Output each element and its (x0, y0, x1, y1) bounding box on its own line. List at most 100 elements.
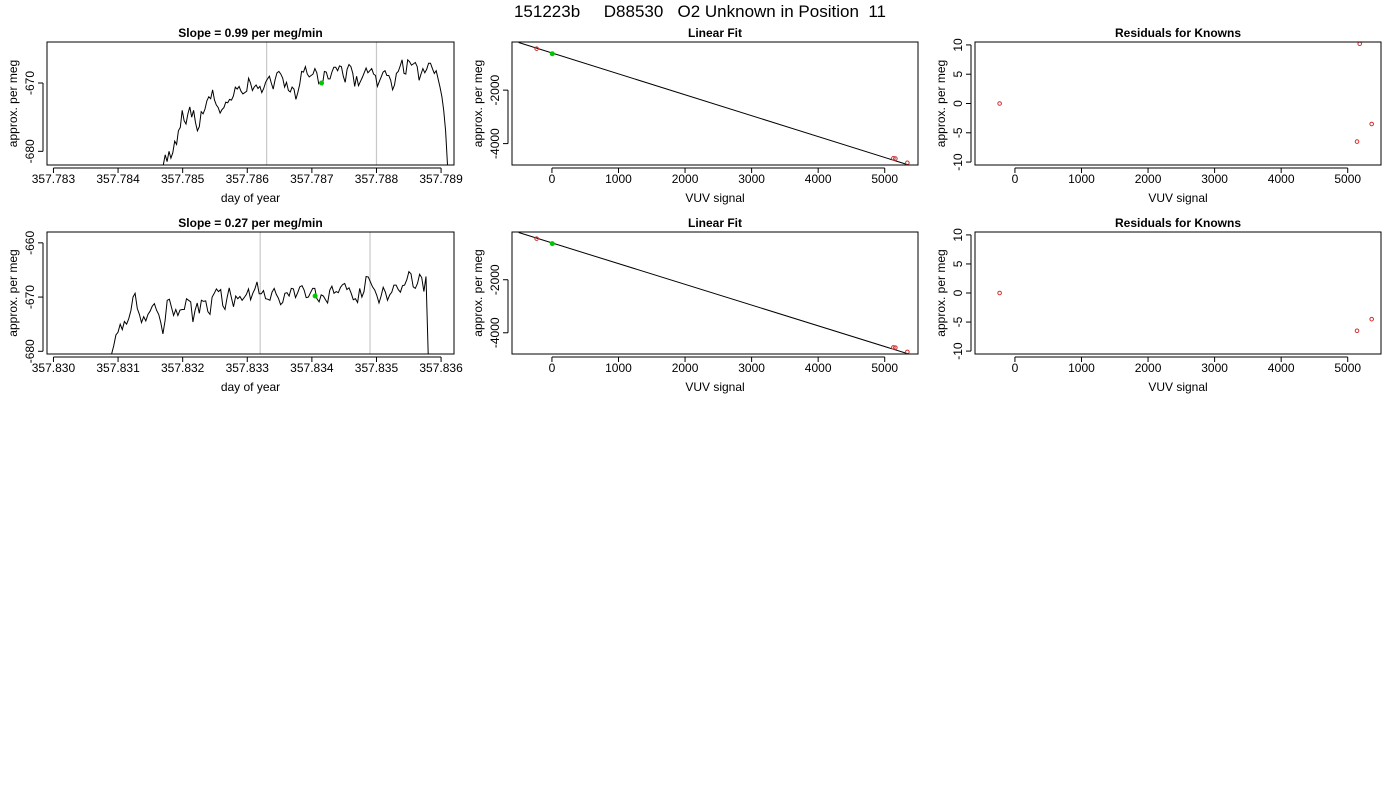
data-point (1354, 328, 1360, 334)
plot-title: Slope = 0.27 per meg/min (178, 216, 322, 230)
x-tick-label: 2000 (1135, 172, 1162, 186)
plot-panel-p6: Residuals for Knowns 0 1000 2000 3000 4000 500… (934, 216, 1382, 394)
y-tick-label: -4000 (488, 128, 502, 159)
y-tick-label: -2000 (488, 264, 502, 295)
x-tick-label: 3000 (1201, 361, 1228, 375)
data-point (534, 46, 539, 51)
data-layer (518, 42, 910, 165)
data-point (1357, 42, 1363, 47)
data-point (893, 156, 898, 161)
data-point (1369, 316, 1374, 322)
y-axis-label: approx. per meg (471, 60, 485, 147)
x-tick-label: 357.787 (290, 172, 334, 186)
x-tick-label: 1000 (1068, 361, 1095, 375)
x-axis-label: day of year (221, 191, 280, 205)
data-point (549, 241, 555, 247)
x-tick-label: 357.833 (226, 361, 270, 375)
page-title: 151223b D88530 O2 Unknown in Position 11 (513, 2, 887, 21)
x-tick-label: 5000 (1334, 361, 1361, 375)
fit-line (518, 232, 909, 354)
plot-panel-p4: Slope = 0.27 per meg/min 357.830 357.831 35… (6, 216, 463, 394)
x-tick-label: 5000 (871, 361, 898, 375)
x-tick-label: 5000 (1334, 172, 1361, 186)
data-point (1354, 139, 1360, 144)
x-tick-label: 0 (1012, 361, 1019, 375)
x-axis-label: day of year (221, 380, 280, 394)
x-tick-label: 357.789 (419, 172, 463, 186)
x-axis-label: VUV signal (685, 380, 744, 394)
y-axis-label: approx. per meg (6, 60, 20, 147)
data-point (1369, 121, 1374, 127)
x-tick-label: 4000 (1268, 172, 1295, 186)
plot-title: Residuals for Knowns (1115, 26, 1241, 40)
y-tick-label: 0 (951, 289, 965, 296)
x-tick-label: 357.834 (290, 361, 334, 375)
plot-title: Linear Fit (688, 26, 742, 40)
x-axis-label: VUV signal (1148, 380, 1207, 394)
y-tick-label: -5 (951, 127, 965, 138)
y-tick-label: -10 (951, 153, 965, 171)
plot-title: Residuals for Knowns (1115, 216, 1241, 230)
plot-title: Linear Fit (688, 216, 742, 230)
x-tick-label: 0 (549, 361, 556, 375)
x-tick-label: 4000 (805, 172, 832, 186)
data-layer (162, 58, 448, 165)
x-tick-label: 0 (1012, 172, 1019, 186)
y-tick-label: 0 (951, 100, 965, 107)
y-tick-label: 10 (951, 228, 965, 242)
x-axis-label: VUV signal (685, 191, 744, 205)
x-tick-label: 357.832 (161, 361, 205, 375)
x-tick-label: 357.785 (161, 172, 205, 186)
x-tick-label: 1000 (1068, 172, 1095, 186)
data-point (891, 345, 896, 350)
data-layer (111, 270, 429, 354)
data-point (891, 156, 896, 161)
data-layer (997, 42, 1374, 144)
y-tick-label: -4000 (488, 317, 502, 348)
x-tick-label: 2000 (1135, 361, 1162, 375)
x-tick-label: 2000 (672, 172, 699, 186)
fit-line (518, 42, 909, 165)
x-tick-label: 3000 (1201, 172, 1228, 186)
x-tick-label: 357.788 (355, 172, 399, 186)
plot-frame (974, 231, 1382, 355)
x-tick-label: 357.786 (226, 172, 270, 186)
y-axis-label: approx. per meg (934, 249, 948, 336)
y-tick-label: -10 (951, 342, 965, 360)
y-tick-label: 5 (951, 71, 965, 78)
data-point (319, 80, 325, 86)
x-tick-label: 0 (549, 172, 556, 186)
x-tick-label: 4000 (1268, 361, 1295, 375)
data-point (312, 293, 318, 299)
x-tick-label: 5000 (871, 172, 898, 186)
y-axis-label: approx. per meg (934, 60, 948, 147)
plot-frame (974, 41, 1382, 166)
x-tick-label: 1000 (605, 361, 632, 375)
x-tick-label: 357.784 (96, 172, 140, 186)
plot-frame (46, 231, 455, 355)
x-tick-label: 1000 (605, 172, 632, 186)
data-point (997, 101, 1002, 106)
plot-frame (511, 41, 919, 166)
y-tick-label: -670 (23, 71, 37, 95)
data-layer (997, 290, 1374, 334)
data-point (893, 345, 898, 350)
x-tick-label: 357.835 (355, 361, 399, 375)
y-axis-label: approx. per meg (6, 249, 20, 336)
x-tick-label: 3000 (738, 172, 765, 186)
plot-panel-p2: Linear Fit 0 1000 2000 3000 4000 5000 VUV signa… (471, 26, 919, 205)
plot-frame (46, 41, 455, 166)
plot-title: Slope = 0.99 per meg/min (178, 26, 322, 40)
series-line (111, 270, 429, 354)
x-tick-label: 3000 (738, 361, 765, 375)
x-tick-label: 357.783 (32, 172, 76, 186)
x-tick-label: 357.836 (419, 361, 463, 375)
plot-frame (511, 231, 919, 355)
x-tick-label: 357.831 (96, 361, 140, 375)
data-point (997, 290, 1002, 296)
plot-panel-p3: Residuals for Knowns 0 1000 2000 3000 4000 500… (934, 26, 1382, 205)
x-tick-label: 2000 (672, 361, 699, 375)
y-tick-label: -680 (23, 139, 37, 163)
y-tick-label: -5 (951, 316, 965, 327)
